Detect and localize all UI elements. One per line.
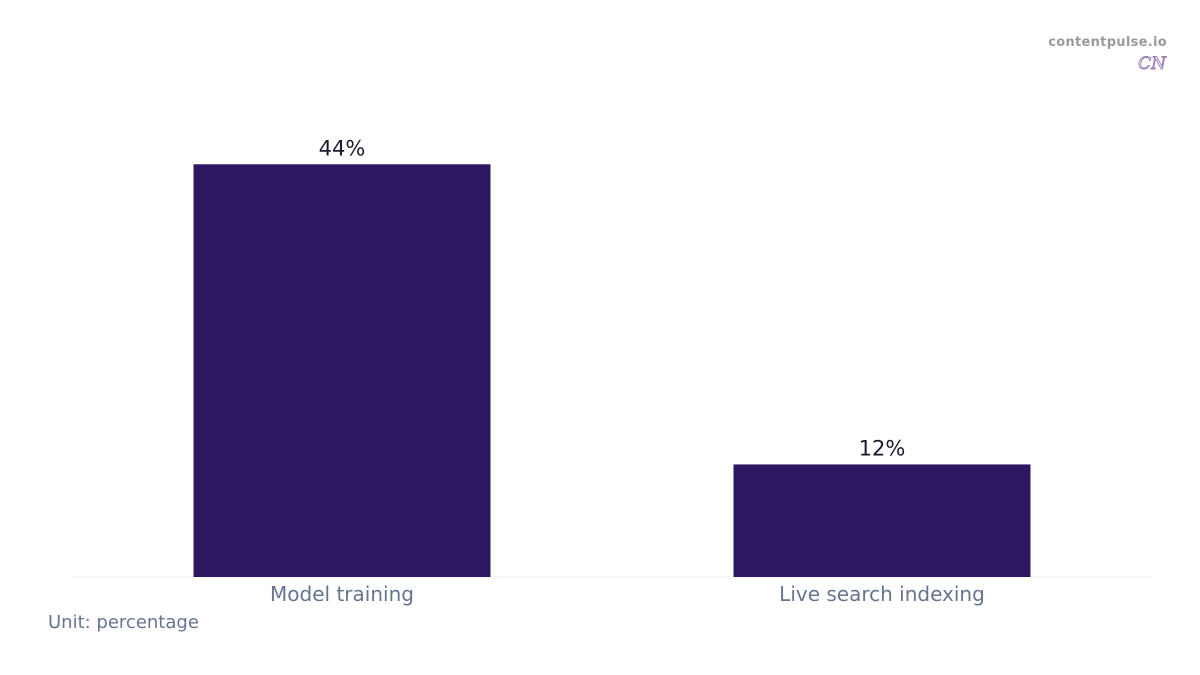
- brand-site-text: contentpulse.io: [1048, 35, 1167, 50]
- bar-value-label-0: 44%: [319, 136, 366, 160]
- bar-value-label-1: 12%: [859, 436, 906, 460]
- category-label-0: Model training: [270, 582, 414, 606]
- bar-0: [193, 164, 491, 577]
- unit-footnote: Unit: percentage: [48, 612, 199, 633]
- bar-1: [733, 464, 1031, 577]
- brand-logo-text: CN: [1138, 54, 1167, 73]
- brand-logo-icon: CN: [1138, 54, 1167, 73]
- category-label-1: Live search indexing: [779, 582, 985, 606]
